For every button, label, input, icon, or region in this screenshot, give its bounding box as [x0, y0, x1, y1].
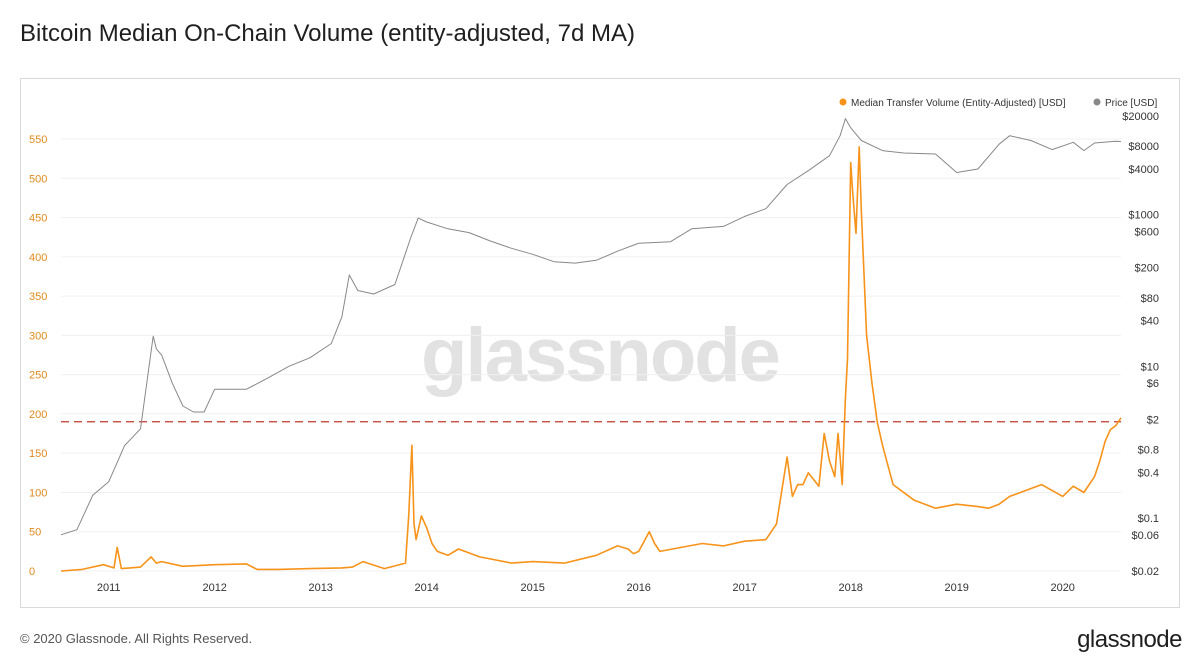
y-right-tick-label: $4000 [1128, 164, 1159, 176]
y-left-tick-label: 150 [29, 448, 47, 460]
x-tick-label: 2019 [944, 582, 968, 594]
y-right-tick-label: $10 [1141, 361, 1159, 373]
x-tick-label: 2016 [626, 582, 650, 594]
price-series-line [60, 118, 1122, 536]
y-right-tick-label: $0.8 [1138, 445, 1159, 457]
legend-label: Median Transfer Volume (Entity-Adjusted)… [851, 98, 1066, 109]
y-left-tick-label: 550 [29, 134, 47, 146]
y-right-tick-label: $0.1 [1138, 513, 1159, 525]
y-right-tick-label: $200 [1135, 263, 1159, 275]
y-left-tick-label: 300 [29, 330, 47, 342]
x-tick-label: 2015 [520, 582, 544, 594]
x-tick-label: 2014 [414, 582, 438, 594]
y-left-tick-label: 200 [29, 409, 47, 421]
x-tick-label: 2012 [202, 582, 226, 594]
y-left-tick-label: 250 [29, 370, 47, 382]
chart-panel: glassnode 0 50 100 150 200 250 300 350 400 450 500… [20, 78, 1180, 608]
y-right-tick-label: $8000 [1128, 141, 1159, 153]
y-right-tick-label: $40 [1141, 316, 1159, 328]
series-group [60, 118, 1122, 572]
y-right-tick-label: $0.02 [1131, 566, 1159, 578]
y-left-tick-label: 100 [29, 487, 47, 499]
y-left-tick-label: 450 [29, 213, 47, 225]
x-tick-label: 2013 [308, 582, 332, 594]
y-left-tick-label: 500 [29, 173, 47, 185]
legend-marker [839, 98, 847, 106]
x-tick-label: 2018 [838, 582, 862, 594]
y-right-tick-label: $6 [1147, 378, 1159, 390]
y-axis-right: $20000 $8000 $4000 $1000 $600 $200 $80 $40 $10 $6… [1122, 111, 1159, 578]
y-right-tick-label: $2 [1147, 414, 1159, 426]
y-left-tick-label: 400 [29, 252, 47, 264]
y-right-tick-label: $1000 [1128, 210, 1159, 222]
y-right-tick-label: $20000 [1122, 111, 1159, 123]
y-left-tick-label: 50 [29, 527, 41, 539]
legend-label: Price [USD] [1105, 98, 1157, 109]
y-right-tick-label: $0.06 [1131, 530, 1159, 542]
brand-logo[interactable]: glassnode [1077, 626, 1182, 653]
volume-series-line [60, 146, 1122, 572]
y-left-tick-label: 350 [29, 291, 47, 303]
x-tick-label: 2020 [1050, 582, 1074, 594]
y-right-tick-label: $600 [1135, 226, 1159, 238]
watermark: glassnode [421, 313, 779, 398]
copyright: © 2020 Glassnode. All Rights Reserved. [20, 631, 253, 646]
y-right-tick-label: $0.4 [1138, 467, 1159, 479]
y-right-tick-label: $80 [1141, 293, 1159, 305]
legend[interactable]: Median Transfer Volume (Entity-Adjusted)… [839, 98, 1158, 109]
x-tick-label: 2017 [732, 582, 756, 594]
y-axis-left: 0 50 100 150 200 250 300 350 400 450 500 550 [29, 134, 47, 578]
page-title: Bitcoin Median On-Chain Volume (entity-a… [20, 20, 635, 47]
grid [61, 138, 1121, 572]
chart: glassnode 0 50 100 150 200 250 300 350 400 450 500… [29, 98, 1159, 594]
x-axis: 2011 2012 2013 2014 2015 2016 2017 2018 2019 2020 [97, 582, 1075, 594]
x-tick-label: 2011 [97, 582, 121, 594]
y-left-tick-label: 0 [29, 566, 35, 578]
legend-marker [1093, 98, 1101, 106]
